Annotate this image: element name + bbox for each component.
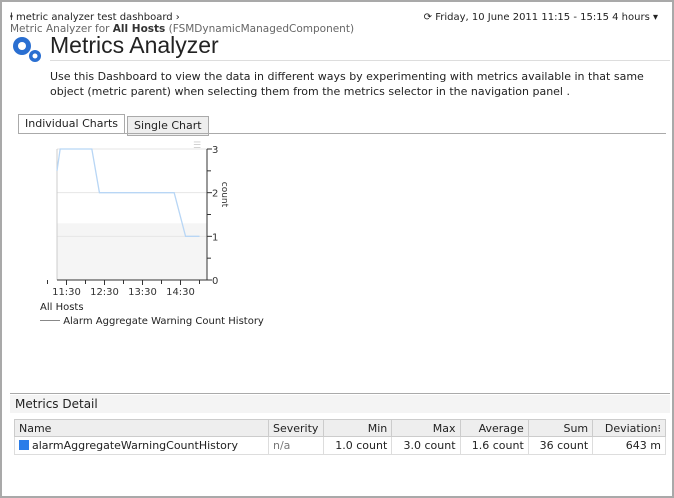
chevron-down-icon: ▾ [652, 12, 658, 23]
tab-single-chart[interactable]: Single Chart [127, 116, 209, 136]
col-deviation[interactable]: Deviation⁝ [592, 419, 666, 437]
x-tick-label: 13:30 [128, 287, 157, 298]
divider [10, 393, 670, 394]
metrics-detail-table: Name Severity Min Max Average Sum Deviat… [14, 419, 666, 455]
table-header: Name Severity Min Max Average Sum Deviat… [14, 419, 666, 437]
subtitle: Metric Analyzer for All Hosts (FSMDynami… [10, 23, 355, 35]
y-tick-label: 0 [212, 276, 218, 287]
chart-menu-icon[interactable]: ☰ [193, 141, 201, 151]
y-tick-label: 2 [212, 189, 218, 200]
table-row[interactable]: alarmAggregateWarningCountHistory n/a 1.… [14, 436, 666, 455]
x-tick-label: 12:30 [90, 287, 119, 298]
col-severity[interactable]: Severity [268, 419, 324, 437]
legend-item: Alarm Aggregate Warning Count History [40, 316, 264, 327]
metrics-detail-title: Metrics Detail [10, 395, 670, 413]
y-axis-label: count [219, 182, 229, 208]
divider [50, 60, 670, 61]
x-tick-label: 11:30 [52, 287, 81, 298]
x-tick-label: 14:30 [166, 287, 195, 298]
col-name[interactable]: Name [14, 419, 269, 437]
series-color-swatch [19, 440, 29, 450]
column-menu-icon: ⁝ [657, 421, 662, 435]
page-title: Metrics Analyzer [50, 32, 219, 58]
y-tick-label: 3 [212, 145, 218, 156]
description: Use this Dashboard to view the data in d… [50, 70, 644, 98]
breadcrumb[interactable]: ⱡ metric analyzer test dashboard › [10, 12, 180, 23]
breadcrumb-icon: ⱡ [10, 12, 16, 23]
chart-host-label: All Hosts [40, 302, 84, 313]
plot-band [57, 223, 207, 280]
metric-chart: 0 1 2 3 11:30 12:30 13:30 14:30 count ☰ [47, 141, 229, 298]
time-range-selector[interactable]: ⟳ Friday, 10 June 2011 11:15 - 15:15 4 h… [423, 12, 658, 23]
legend-line [40, 320, 60, 321]
col-average[interactable]: Average [459, 419, 529, 437]
col-sum[interactable]: Sum [527, 419, 594, 437]
refresh-icon: ⟳ [423, 12, 436, 23]
col-max[interactable]: Max [391, 419, 461, 437]
col-min[interactable]: Min [322, 419, 393, 437]
series-line [56, 148, 200, 237]
gears-icon [13, 37, 41, 62]
y-tick-label: 1 [212, 232, 218, 243]
tab-divider [18, 133, 666, 134]
